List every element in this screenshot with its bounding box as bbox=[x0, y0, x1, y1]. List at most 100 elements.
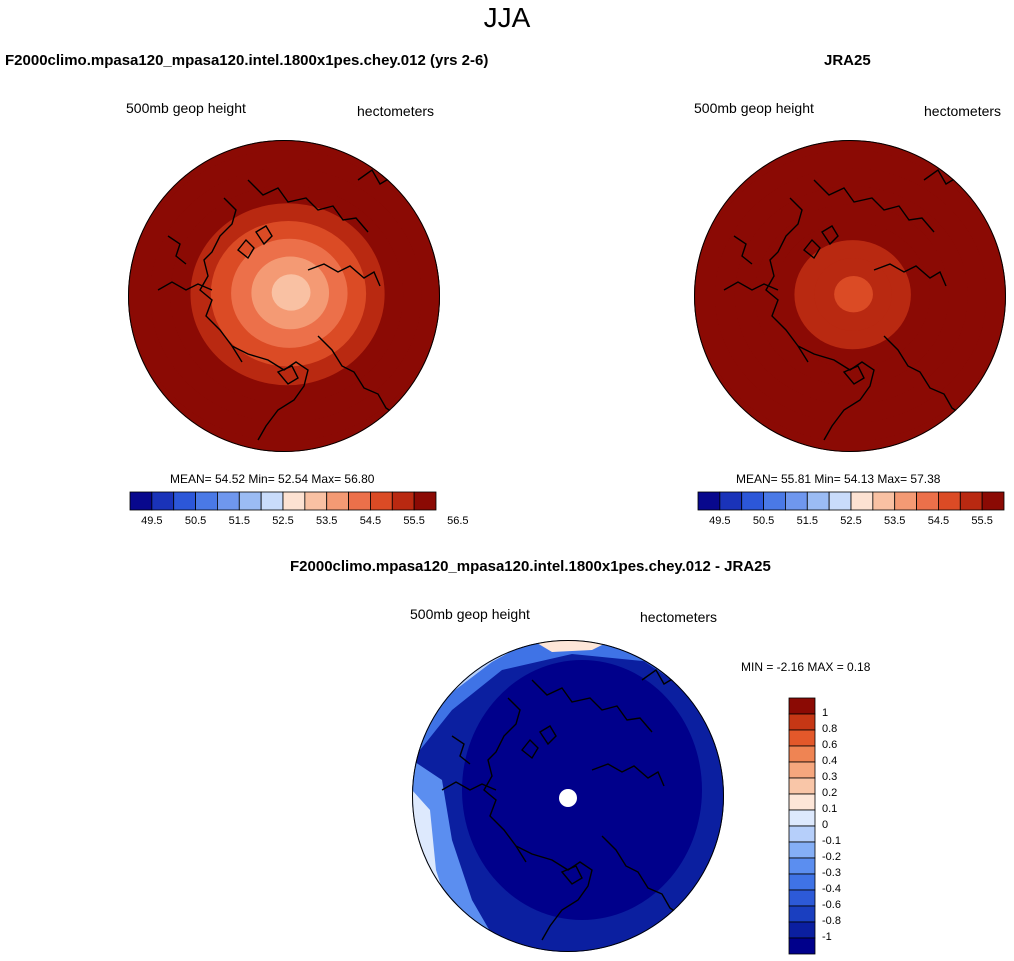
coastline bbox=[813, 179, 935, 233]
coastline bbox=[199, 197, 243, 363]
panel3-polar-map bbox=[412, 640, 724, 952]
colorbar-tick-label: 0.3 bbox=[822, 771, 838, 783]
season-title: JJA bbox=[483, 2, 531, 33]
coastline bbox=[307, 263, 381, 287]
coastline bbox=[591, 763, 665, 787]
coastline bbox=[873, 263, 947, 287]
colorbar-box bbox=[282, 491, 306, 511]
colorbar-tick-label: 54.5 bbox=[359, 515, 382, 527]
coastline bbox=[641, 668, 675, 685]
coastline bbox=[733, 235, 753, 265]
panel1-colorbar bbox=[129, 491, 437, 511]
colorbar-box bbox=[129, 491, 153, 511]
colorbar-box bbox=[785, 491, 808, 511]
contour-band bbox=[834, 276, 873, 313]
colorbar-tick-label: 55.5 bbox=[403, 515, 425, 527]
panel1-title: F2000climo.mpasa120_mpasa120.intel.1800x… bbox=[5, 52, 489, 69]
panel2-polar-map bbox=[694, 140, 1006, 452]
coastline bbox=[231, 345, 309, 441]
coastline bbox=[247, 179, 369, 233]
colorbar-tick-label: -0.8 bbox=[822, 915, 841, 927]
colorbar-tick-label: 54.5 bbox=[927, 515, 950, 527]
panel1-units-label: hectometers bbox=[357, 103, 435, 119]
coastline bbox=[821, 225, 839, 246]
panel2-stats: MEAN= 55.81 Min= 54.13 Max= 57.38 bbox=[736, 472, 941, 486]
colorbar-box bbox=[788, 729, 816, 747]
colorbar-tick-label: 0.8 bbox=[822, 723, 838, 735]
coastline bbox=[515, 845, 593, 941]
contour-band bbox=[532, 640, 612, 652]
coastline bbox=[560, 865, 583, 885]
map-border bbox=[128, 140, 440, 452]
colorbar-box bbox=[788, 793, 816, 811]
coastline bbox=[883, 335, 965, 417]
panel2-variable-label: 500mb geop height bbox=[694, 100, 814, 116]
colorbar-tick-label: 49.5 bbox=[141, 515, 163, 527]
colorbar-box bbox=[391, 491, 415, 511]
colorbar-box bbox=[788, 873, 816, 891]
colorbar-tick-label: -0.6 bbox=[822, 899, 841, 911]
colorbar-box bbox=[763, 491, 786, 511]
colorbar-tick-label: -0.3 bbox=[822, 867, 841, 879]
coastline bbox=[167, 235, 187, 265]
coastline bbox=[451, 735, 471, 765]
panel2-title: JRA25 bbox=[824, 52, 871, 69]
colorbar-box bbox=[370, 491, 393, 511]
colorbar-box bbox=[959, 491, 983, 511]
panel1-variable-label: 500mb geop height bbox=[126, 100, 246, 116]
coastline bbox=[797, 345, 875, 441]
colorbar-box bbox=[788, 889, 816, 907]
colorbar-box bbox=[151, 491, 175, 511]
colorbar-box bbox=[238, 491, 262, 511]
map-border bbox=[412, 640, 724, 952]
colorbar-box bbox=[788, 857, 816, 875]
colorbar-box bbox=[788, 777, 816, 795]
coastline bbox=[157, 281, 213, 291]
map-border bbox=[694, 140, 1006, 452]
coastline bbox=[357, 168, 391, 185]
colorbar-tick-label: 53.5 bbox=[883, 515, 906, 527]
colorbar-box bbox=[788, 825, 816, 843]
colorbar-box bbox=[850, 491, 874, 511]
colorbar-tick-label: 55.5 bbox=[971, 515, 993, 527]
panel3-title: F2000climo.mpasa120_mpasa120.intel.1800x… bbox=[290, 558, 771, 575]
colorbar-box bbox=[938, 491, 961, 511]
coastline bbox=[842, 365, 865, 385]
colorbar-tick-label: -0.1 bbox=[822, 835, 841, 847]
coastline bbox=[441, 781, 497, 791]
colorbar-tick-label: -1 bbox=[822, 931, 832, 943]
missing-pole bbox=[559, 789, 577, 807]
panel3-stats: MIN = -2.16 MAX = 0.18 bbox=[741, 660, 871, 674]
colorbar-box bbox=[326, 491, 349, 511]
colorbar-tick-label: 52.5 bbox=[272, 515, 294, 527]
colorbar-box bbox=[872, 491, 896, 511]
coastline bbox=[923, 168, 957, 185]
colorbar-tick-label: 0.1 bbox=[822, 803, 838, 815]
panel1-polar-map bbox=[128, 140, 440, 452]
colorbar-box bbox=[916, 491, 939, 511]
coastline bbox=[237, 238, 255, 260]
colorbar-tick-label: 49.5 bbox=[709, 515, 731, 527]
colorbar-box bbox=[894, 491, 917, 511]
coastline bbox=[803, 238, 821, 260]
colorbar-box bbox=[788, 745, 816, 763]
panel1-stats: MEAN= 54.52 Min= 52.54 Max= 56.80 bbox=[170, 472, 375, 486]
colorbar-tick-label: 51.5 bbox=[228, 515, 250, 527]
colorbar-box bbox=[806, 491, 830, 511]
colorbar-tick-label: 0.6 bbox=[822, 739, 838, 751]
colorbar-tick-label: 0 bbox=[822, 819, 829, 831]
coastline bbox=[483, 697, 527, 863]
coastline bbox=[531, 679, 653, 733]
coastline bbox=[601, 835, 683, 917]
panel2-colorbar bbox=[697, 491, 1005, 511]
coastline bbox=[765, 197, 809, 363]
panel2-units-label: hectometers bbox=[924, 103, 1002, 119]
colorbar-box bbox=[195, 491, 218, 511]
colorbar-box bbox=[788, 841, 816, 859]
contour-band bbox=[271, 274, 311, 311]
coastline bbox=[539, 725, 557, 746]
colorbar-tick-label: 53.5 bbox=[315, 515, 338, 527]
colorbar-box bbox=[348, 491, 371, 511]
contour-band bbox=[462, 660, 702, 920]
coastline bbox=[521, 738, 539, 760]
